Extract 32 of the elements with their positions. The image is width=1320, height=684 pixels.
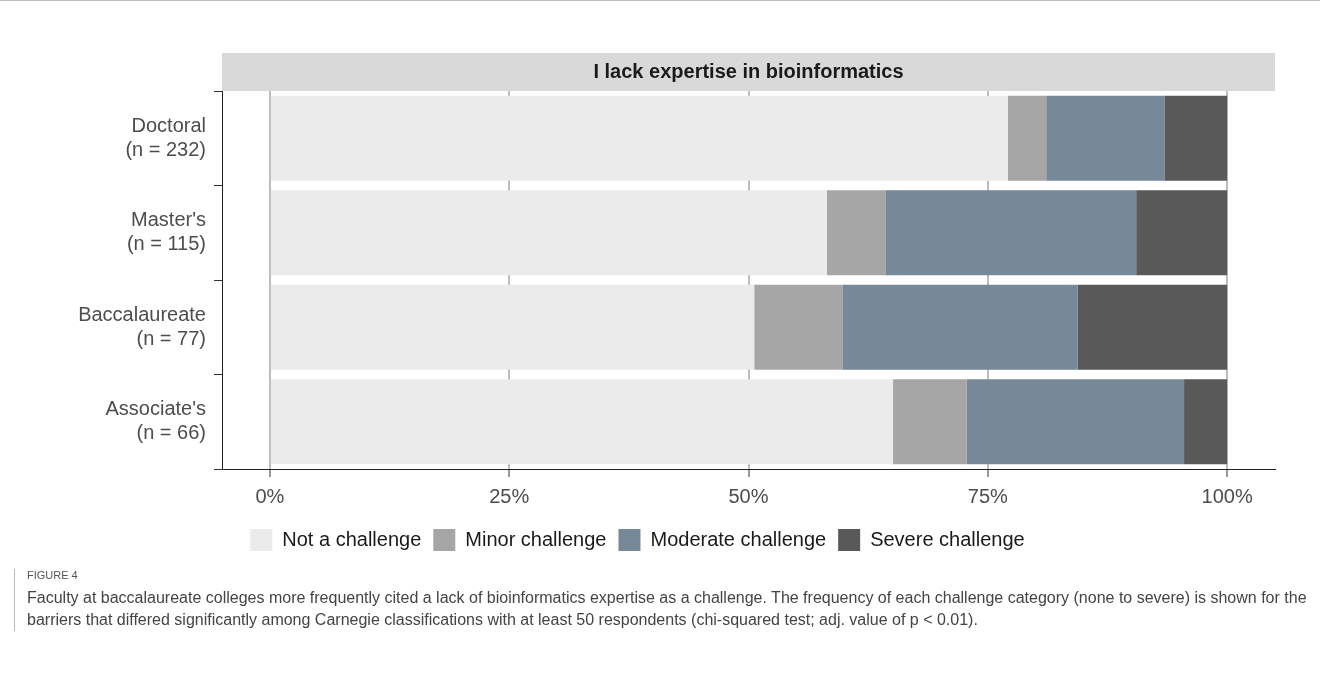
- legend-label: Minor challenge: [465, 527, 607, 550]
- bar: [270, 95, 1008, 181]
- y-tick-label: Associate's (n = 66): [105, 397, 206, 444]
- bar: [754, 284, 843, 370]
- legend-label: Severe challenge: [870, 527, 1025, 550]
- text: Faculty at baccalaureate colleges more frequently cited a lack of bioinformatics expertise as a challenge. The frequency of each challenge category (none to severe) is shown for the barriers that differed significantly among Carnegie classifications with at least 50 respondents (chi-squared test; adj. value of p < 0.01).: [27, 588, 1307, 630]
- bar: [842, 284, 1078, 370]
- chart-title: I lack expertise in bioinformatics: [593, 59, 904, 82]
- x-tick-label: 100%: [1201, 484, 1253, 507]
- bar: [1007, 95, 1047, 181]
- bar: [827, 190, 886, 276]
- bar: [966, 379, 1185, 465]
- x-tick-label: 75%: [967, 484, 1009, 507]
- legend-label: Moderate challenge: [650, 527, 827, 550]
- bar: [893, 379, 967, 465]
- x-tick-label: 50%: [728, 484, 769, 507]
- legend-label: Not a challenge: [282, 527, 422, 550]
- caption: FIGURE 4: [27, 569, 79, 581]
- bar: [1136, 190, 1228, 276]
- x-tick-label: 0%: [255, 484, 285, 507]
- bar: [270, 284, 755, 370]
- bar: [1077, 284, 1228, 370]
- bar: [885, 190, 1137, 276]
- bar: [1184, 379, 1228, 465]
- bar: [1046, 95, 1165, 181]
- bar: [270, 379, 894, 465]
- y-tick-label: Baccalaureate (n = 77): [78, 302, 206, 349]
- y-tick-label: Master's (n = 115): [126, 208, 206, 255]
- bar: [1164, 95, 1228, 181]
- x-tick-label: 25%: [489, 484, 530, 507]
- bar: [270, 190, 827, 276]
- y-tick-label: Doctoral (n = 232): [125, 113, 206, 160]
